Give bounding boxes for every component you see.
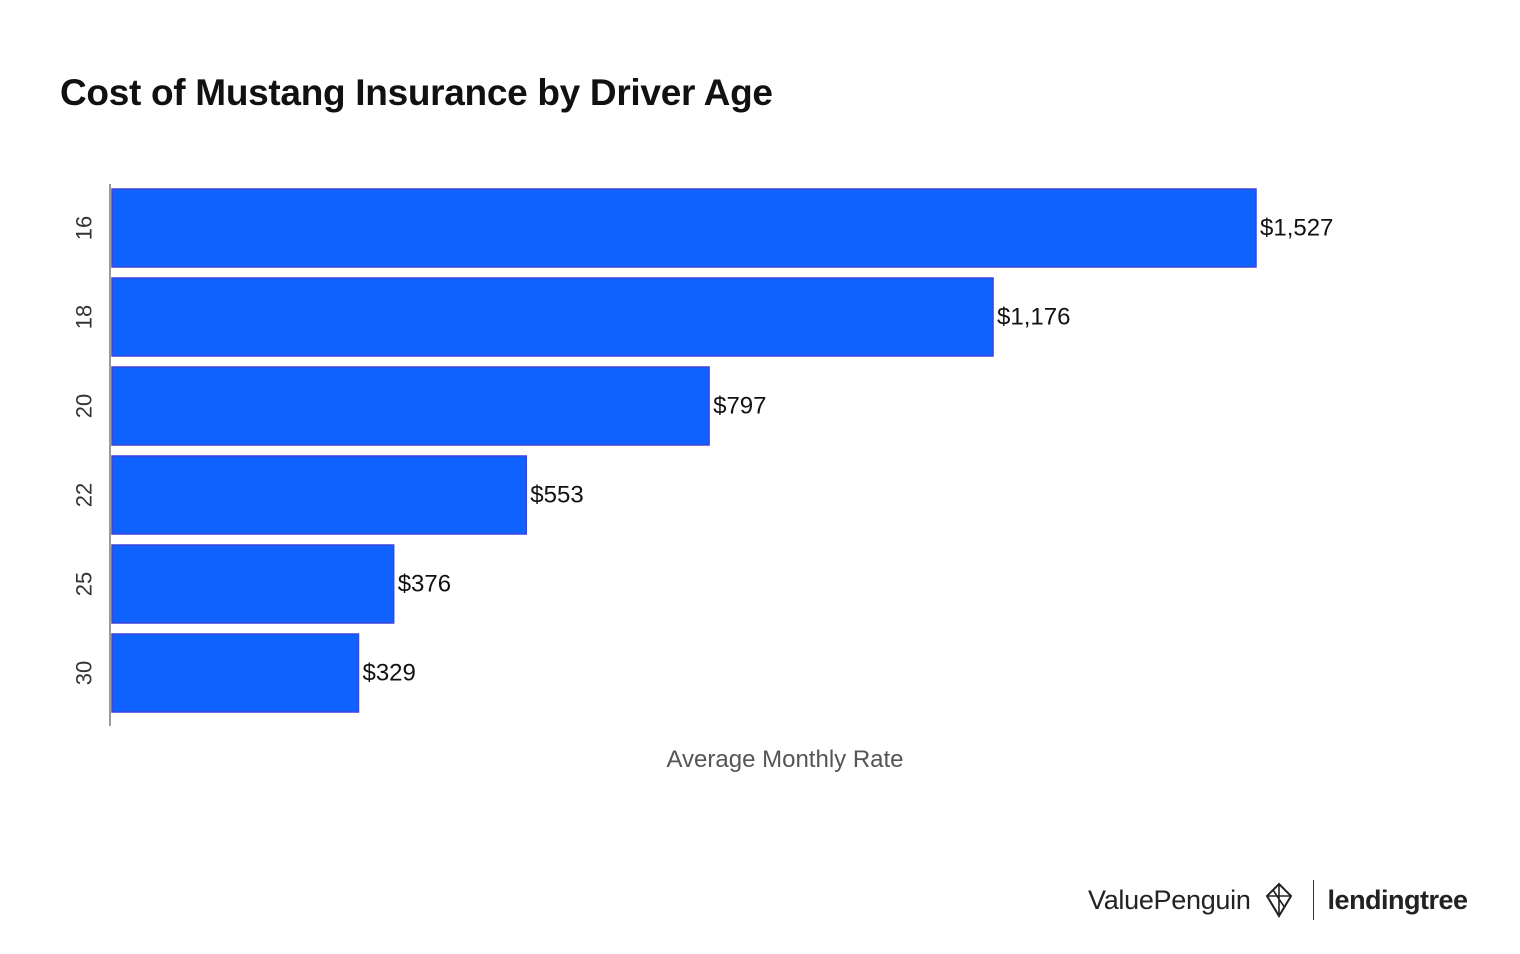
lendingtree-logo: lendingtree — [1327, 884, 1469, 915]
y-tick-label: 30 — [72, 661, 97, 685]
value-label: $1,176 — [997, 304, 1070, 331]
penguin-icon — [1265, 882, 1292, 918]
y-tick-label: 16 — [72, 216, 97, 240]
value-label: $1,527 — [1260, 215, 1333, 242]
y-tick-labels: 16 18 20 22 25 30 — [72, 216, 97, 685]
value-label: $329 — [362, 660, 415, 687]
bar-age-18 — [111, 277, 994, 357]
y-tick-label: 20 — [72, 394, 97, 418]
value-labels: $1,527 $1,176 $797 $553 $376 $329 — [362, 215, 1333, 687]
footer-logos: ValuePenguin lendingtree — [1088, 876, 1468, 924]
bar-age-20 — [111, 366, 710, 446]
bar-age-16 — [111, 188, 1257, 268]
bar-age-30 — [111, 633, 360, 713]
value-label: $797 — [713, 393, 766, 420]
chart-title: Cost of Mustang Insurance by Driver Age — [60, 72, 773, 113]
y-tick-label: 22 — [72, 483, 97, 507]
value-label: $376 — [398, 571, 451, 598]
value-label: $553 — [530, 482, 583, 509]
bars-group — [111, 188, 1257, 713]
bar-age-25 — [111, 544, 395, 624]
bar-chart: 16 18 20 22 25 30 $1,527 $1,176 $797 $553 $376 $32… — [72, 184, 1333, 773]
logo-divider — [1312, 880, 1314, 920]
valuepenguin-logo: ValuePenguin — [1088, 884, 1251, 915]
y-tick-label: 25 — [72, 572, 97, 596]
y-tick-label: 18 — [72, 305, 97, 329]
bar-age-22 — [111, 455, 528, 535]
x-axis-title: Average Monthly Rate — [666, 746, 903, 773]
